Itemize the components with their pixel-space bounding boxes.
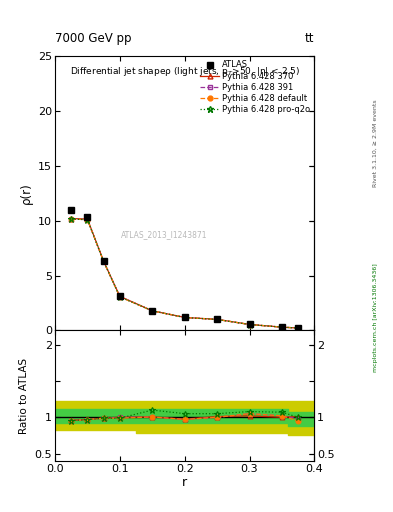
- Text: Differential jet shapeρ (light jets, p$_T$>50, |η| < 2.5): Differential jet shapeρ (light jets, p$_…: [70, 65, 300, 77]
- Text: Rivet 3.1.10, ≥ 2.9M events: Rivet 3.1.10, ≥ 2.9M events: [373, 99, 378, 187]
- Y-axis label: ρ(r): ρ(r): [20, 182, 33, 204]
- X-axis label: r: r: [182, 476, 187, 489]
- Text: tt: tt: [305, 32, 314, 45]
- Text: mcplots.cern.ch [arXiv:1306.3436]: mcplots.cern.ch [arXiv:1306.3436]: [373, 263, 378, 372]
- Text: ATLAS_2013_I1243871: ATLAS_2013_I1243871: [121, 230, 207, 239]
- Y-axis label: Ratio to ATLAS: Ratio to ATLAS: [19, 357, 29, 434]
- Text: 7000 GeV pp: 7000 GeV pp: [55, 32, 132, 45]
- Legend: ATLAS, Pythia 6.428 370, Pythia 6.428 391, Pythia 6.428 default, Pythia 6.428 pr: ATLAS, Pythia 6.428 370, Pythia 6.428 39…: [199, 59, 312, 116]
